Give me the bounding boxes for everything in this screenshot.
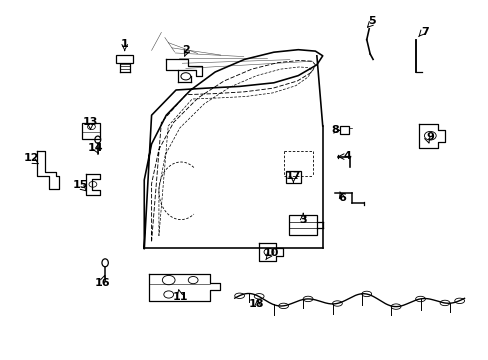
Text: 7: 7 (421, 27, 428, 37)
Text: 4: 4 (343, 151, 350, 161)
Text: 1: 1 (121, 39, 128, 49)
Text: 10: 10 (263, 248, 279, 258)
Text: 8: 8 (330, 125, 338, 135)
Text: 17: 17 (285, 171, 301, 181)
Text: 18: 18 (248, 299, 264, 309)
Text: 3: 3 (299, 215, 306, 225)
Text: 5: 5 (367, 16, 375, 26)
Bar (81, 123, 100, 139)
Bar (288, 215, 316, 235)
Text: 16: 16 (95, 278, 110, 288)
Text: 15: 15 (73, 180, 88, 190)
Text: 2: 2 (182, 45, 189, 55)
Bar (116, 55, 133, 63)
Bar (339, 126, 348, 134)
Text: 14: 14 (87, 143, 103, 153)
Text: 12: 12 (24, 153, 40, 163)
Bar (285, 171, 300, 183)
Text: 13: 13 (82, 117, 98, 127)
Text: 11: 11 (173, 292, 188, 302)
Text: 9: 9 (426, 132, 433, 142)
Text: 6: 6 (338, 193, 346, 203)
